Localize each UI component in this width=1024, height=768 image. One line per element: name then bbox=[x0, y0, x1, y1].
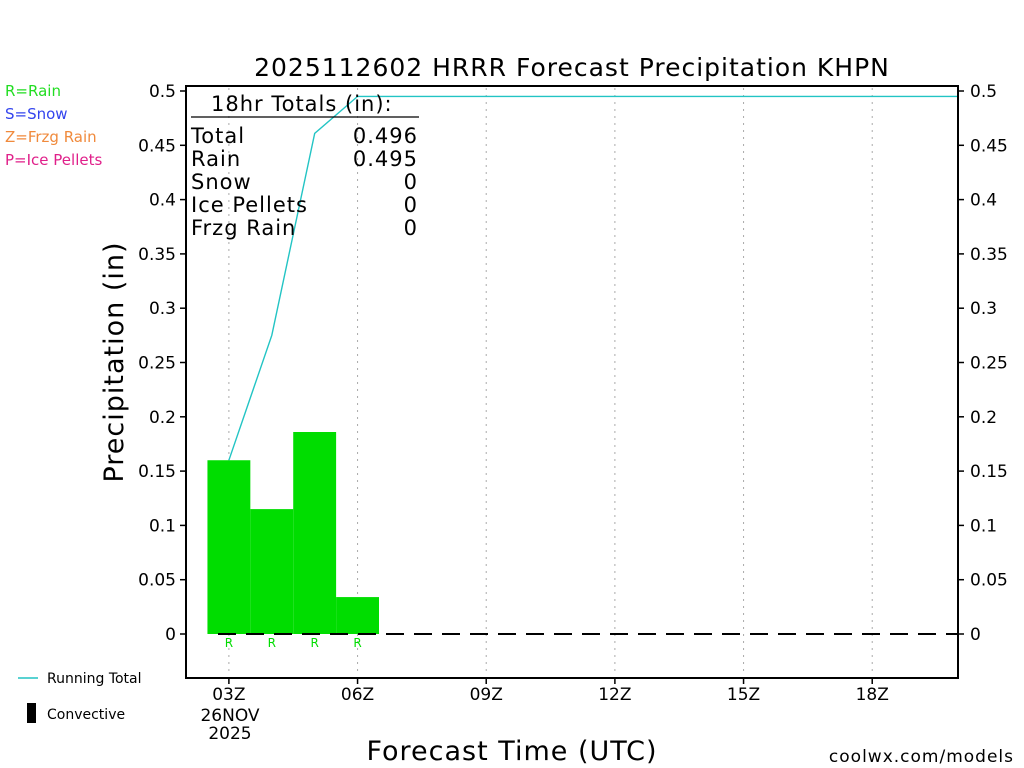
bar-ptype-label-3: R bbox=[353, 636, 361, 650]
y-tick-label-right-9: 0.45 bbox=[970, 136, 1008, 156]
totals-row-value-2: 0 bbox=[404, 170, 418, 194]
y-tick-label-right-4: 0.2 bbox=[970, 408, 997, 428]
ptype-legend-item-2: Z=Frzg Rain bbox=[5, 128, 97, 146]
totals-rows: Total 0.496 Rain 0.495 Snow 0 Ice Pellets 0 Frzg… bbox=[190, 124, 418, 240]
running-total-line bbox=[228, 95, 958, 461]
running-total-legend-label: Running Total bbox=[47, 671, 142, 687]
y-tick-label-left-10: 0.5 bbox=[149, 82, 176, 102]
ptype-legend-item-3: P=Ice Pellets bbox=[5, 151, 102, 169]
x-tick-label-5: 18Z bbox=[856, 685, 889, 705]
totals-row-value-3: 0 bbox=[404, 193, 418, 217]
y-tick-label-left-9: 0.45 bbox=[138, 136, 176, 156]
y-tick-label-right-3: 0.15 bbox=[970, 462, 1008, 482]
bars bbox=[207, 432, 379, 634]
y-tick-label-left-5: 0.25 bbox=[138, 354, 176, 374]
bar-ptype-label-0: R bbox=[225, 636, 233, 650]
totals-row-value-4: 0 bbox=[404, 216, 418, 240]
ptype-legend-item-0: R=Rain bbox=[5, 82, 61, 100]
y-tick-label-left-7: 0.35 bbox=[138, 245, 176, 265]
x-tick-label-1: 06Z bbox=[341, 685, 374, 705]
x-tick-label-4: 15Z bbox=[727, 685, 760, 705]
y-tick-label-right-0: 0 bbox=[970, 625, 981, 645]
y-tick-label-left-2: 0.1 bbox=[149, 516, 176, 536]
y-tick-label-right-7: 0.35 bbox=[970, 245, 1008, 265]
y-axis-title: Precipitation (in) bbox=[99, 241, 130, 482]
bar-ptype-label-1: R bbox=[268, 636, 276, 650]
totals-row-label-0: Total bbox=[190, 124, 245, 148]
y-tick-label-left-4: 0.2 bbox=[149, 408, 176, 428]
y-tick-label-left-3: 0.15 bbox=[138, 462, 176, 482]
x-tick-label-0: 03Z bbox=[212, 685, 245, 705]
precip-type-legend: R=Rain S=Snow Z=Frzg Rain P=Ice Pellets bbox=[5, 82, 102, 169]
bar-0 bbox=[207, 460, 251, 634]
credit-text: coolwx.com/models bbox=[829, 747, 1014, 767]
bar-ptype-label-2: R bbox=[310, 636, 318, 650]
x-tick-label-2: 09Z bbox=[470, 685, 503, 705]
totals-row-value-1: 0.495 bbox=[353, 147, 418, 171]
x-axis-title: Forecast Time (UTC) bbox=[366, 736, 657, 767]
y-tick-label-right-10: 0.5 bbox=[970, 82, 997, 102]
y-tick-label-left-1: 0.05 bbox=[138, 571, 176, 591]
y-tick-label-right-6: 0.3 bbox=[970, 299, 997, 319]
x-axis-ticks: 03Z 06Z 09Z 12Z 15Z 18Z bbox=[212, 678, 889, 705]
y-axis-ticks: 0 00.05 0.050.1 0.10.15 0.150.2 0.20.25 0.250.… bbox=[138, 82, 1008, 645]
plot-frame bbox=[185, 85, 959, 679]
bar-3 bbox=[336, 597, 379, 634]
x-tick-label-3: 12Z bbox=[598, 685, 631, 705]
y-tick-label-left-6: 0.3 bbox=[149, 299, 176, 319]
chart-title: 2025112602 HRRR Forecast Precipitation K… bbox=[254, 53, 890, 82]
x-axis-date-line2: 2025 bbox=[208, 724, 251, 744]
x-axis-date-line1: 26NOV bbox=[200, 706, 259, 726]
totals-row-value-0: 0.496 bbox=[353, 124, 418, 148]
totals-row-label-4: Frzg Rain bbox=[191, 216, 296, 240]
y-tick-label-right-5: 0.25 bbox=[970, 354, 1008, 374]
bar-1 bbox=[250, 509, 294, 634]
totals-row-label-1: Rain bbox=[191, 147, 241, 171]
totals-row-label-2: Snow bbox=[191, 170, 252, 194]
y-tick-label-right-2: 0.1 bbox=[970, 516, 997, 536]
y-tick-label-left-0: 0 bbox=[165, 625, 176, 645]
totals-row-label-3: Ice Pellets bbox=[191, 193, 308, 217]
y-tick-label-right-1: 0.05 bbox=[970, 571, 1008, 591]
bar-2 bbox=[293, 432, 337, 634]
totals-header: 18hr Totals (in): bbox=[211, 92, 393, 116]
convective-legend-label: Convective bbox=[47, 707, 125, 723]
y-tick-label-right-8: 0.4 bbox=[970, 191, 997, 211]
y-tick-label-left-8: 0.4 bbox=[149, 191, 176, 211]
convective-legend-swatch bbox=[27, 703, 36, 723]
ptype-legend-item-1: S=Snow bbox=[5, 105, 68, 123]
totals-box: 18hr Totals (in): Total 0.496 Rain 0.495 Sno… bbox=[190, 92, 419, 240]
